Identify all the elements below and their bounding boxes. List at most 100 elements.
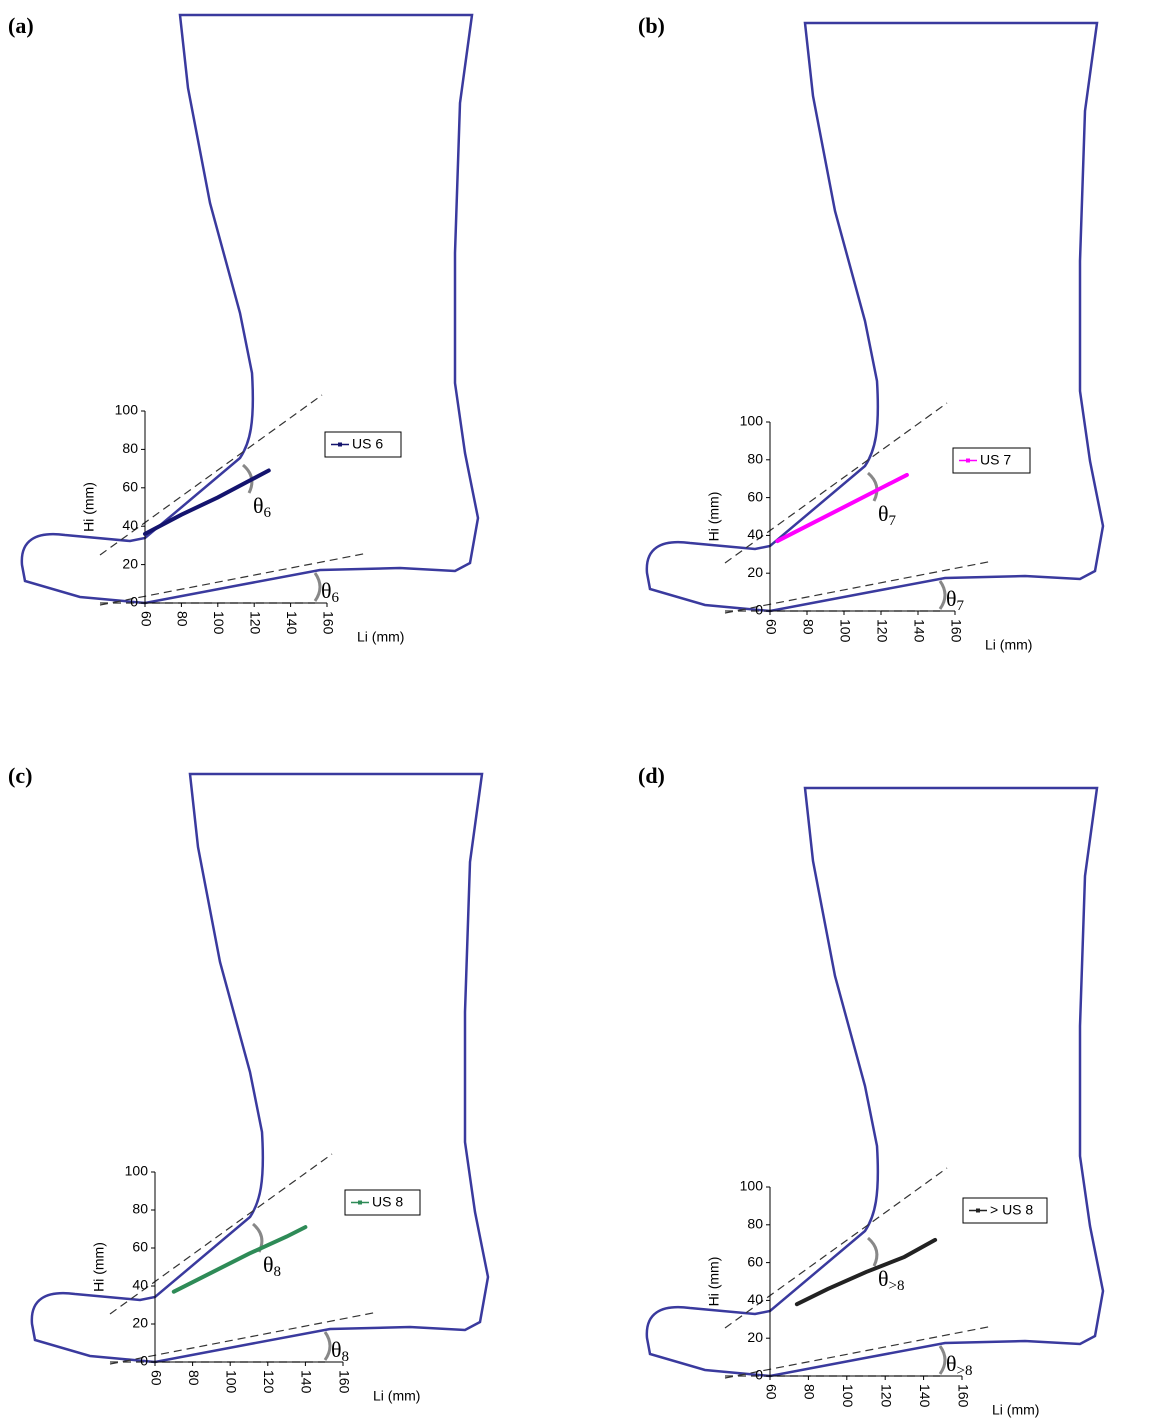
x-tick-label: 80 [175, 611, 191, 627]
x-axis-label: Li (mm) [985, 637, 1032, 653]
angle-symbol: θ [946, 1351, 957, 1376]
y-axis-label: Hi (mm) [706, 1257, 722, 1307]
y-tick-label: 100 [740, 1178, 764, 1194]
panel-label: (b) [638, 13, 665, 38]
angle-label: θ6 [321, 578, 340, 606]
y-tick-label: 20 [747, 564, 763, 580]
angle-symbol: θ [331, 1337, 342, 1362]
y-tick-label: 80 [747, 1216, 763, 1232]
y-axis-label: Hi (mm) [706, 492, 722, 542]
angle-symbol: θ [263, 1252, 274, 1277]
legend-label: US 8 [372, 1194, 403, 1210]
y-tick-label: 60 [747, 488, 763, 504]
angle-subscript: 8 [274, 1264, 282, 1280]
panel-label: (c) [8, 763, 32, 788]
angle-label: θ8 [263, 1252, 281, 1280]
x-tick-label: 120 [874, 619, 890, 643]
angle-arc [325, 1332, 330, 1360]
legend-marker [966, 459, 970, 463]
angle-symbol: θ [946, 586, 957, 611]
angle-arc [940, 581, 945, 609]
angle-arc [868, 1238, 877, 1266]
y-tick-label: 40 [122, 517, 138, 533]
x-tick-label: 120 [878, 1384, 894, 1408]
angle-subscript: 6 [332, 590, 340, 606]
y-tick-label: 20 [747, 1329, 763, 1345]
angle-subscript: >8 [957, 1363, 973, 1379]
x-tick-label: 140 [911, 619, 927, 643]
x-tick-label: 60 [148, 1370, 164, 1386]
y-tick-label: 20 [132, 1315, 148, 1331]
y-tick-label: 60 [747, 1253, 763, 1269]
y-tick-label: 0 [140, 1353, 148, 1369]
legend-marker [358, 1201, 362, 1205]
x-tick-label: 120 [261, 1370, 277, 1394]
legend-label: > US 8 [990, 1202, 1033, 1218]
x-tick-label: 60 [763, 619, 779, 635]
x-tick-label: 160 [955, 1384, 971, 1408]
data-line [174, 1227, 306, 1292]
angle-subscript: >8 [889, 1278, 905, 1294]
y-axis-label: Hi (mm) [91, 1242, 107, 1292]
angle-arc [940, 1346, 945, 1374]
x-tick-label: 80 [186, 1370, 202, 1386]
y-tick-label: 0 [130, 594, 138, 610]
legend-marker [338, 443, 342, 447]
x-tick-label: 100 [837, 619, 853, 643]
y-tick-label: 0 [755, 1367, 763, 1383]
angle-symbol: θ [321, 578, 332, 603]
legend-label: US 6 [352, 436, 383, 452]
data-line [145, 471, 269, 534]
x-tick-label: 160 [948, 619, 964, 643]
angle-label: θ>8 [878, 1266, 905, 1294]
angle-symbol: θ [878, 1266, 889, 1291]
y-tick-label: 0 [755, 602, 763, 618]
angle-label: θ>8 [946, 1351, 973, 1379]
y-tick-label: 80 [122, 440, 138, 456]
angle-symbol: θ [253, 493, 264, 518]
x-tick-label: 100 [211, 611, 227, 635]
y-tick-label: 20 [122, 555, 138, 571]
x-tick-label: 120 [247, 611, 263, 635]
angle-arc [315, 573, 320, 601]
figure: (a)θ6θ60204060801006080100120140160Li (m… [0, 0, 1150, 1422]
angle-subscript: 6 [264, 505, 272, 521]
y-tick-label: 60 [132, 1239, 148, 1255]
x-axis-label: Li (mm) [373, 1388, 420, 1404]
y-tick-label: 60 [122, 479, 138, 495]
x-axis-label: Li (mm) [357, 629, 404, 645]
x-axis-label: Li (mm) [992, 1402, 1039, 1418]
y-tick-label: 100 [740, 413, 764, 429]
x-tick-label: 80 [800, 619, 816, 635]
y-tick-label: 100 [115, 402, 139, 418]
y-tick-label: 40 [132, 1277, 148, 1293]
angle-arc [868, 473, 877, 501]
x-tick-label: 80 [802, 1384, 818, 1400]
x-tick-label: 140 [917, 1384, 933, 1408]
angle-label: θ7 [946, 586, 965, 614]
panel-label: (d) [638, 763, 665, 788]
x-tick-label: 60 [138, 611, 154, 627]
y-tick-label: 40 [747, 1291, 763, 1307]
panel-label: (a) [8, 13, 34, 38]
y-tick-label: 80 [747, 451, 763, 467]
y-axis-label: Hi (mm) [81, 482, 97, 532]
angle-subscript: 7 [957, 598, 965, 614]
angle-label: θ7 [878, 501, 897, 529]
x-tick-label: 140 [299, 1370, 315, 1394]
legend-marker [976, 1209, 980, 1213]
x-tick-label: 100 [223, 1370, 239, 1394]
angle-subscript: 7 [889, 513, 897, 529]
x-tick-label: 60 [763, 1384, 779, 1400]
y-tick-label: 100 [125, 1163, 149, 1179]
x-tick-label: 100 [840, 1384, 856, 1408]
x-tick-label: 160 [320, 611, 336, 635]
angle-label: θ6 [253, 493, 272, 521]
x-tick-label: 160 [336, 1370, 352, 1394]
angle-symbol: θ [878, 501, 889, 526]
angle-label: θ8 [331, 1337, 349, 1365]
x-tick-label: 140 [284, 611, 300, 635]
y-tick-label: 40 [747, 526, 763, 542]
legend-label: US 7 [980, 452, 1011, 468]
y-tick-label: 80 [132, 1201, 148, 1217]
